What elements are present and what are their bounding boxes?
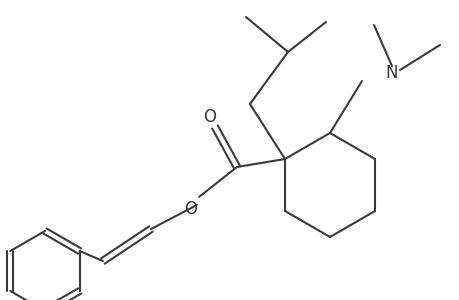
Text: N: N <box>385 64 397 82</box>
Text: O: O <box>203 108 216 126</box>
Text: O: O <box>184 200 197 218</box>
